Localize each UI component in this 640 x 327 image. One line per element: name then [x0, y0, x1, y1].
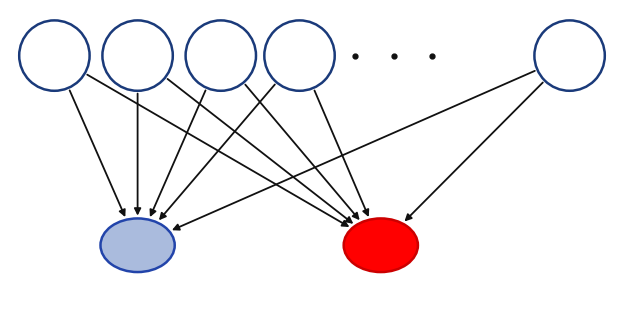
Ellipse shape — [19, 20, 90, 91]
Ellipse shape — [100, 218, 175, 272]
Ellipse shape — [186, 20, 256, 91]
Ellipse shape — [264, 20, 335, 91]
Ellipse shape — [534, 20, 605, 91]
Ellipse shape — [102, 20, 173, 91]
Ellipse shape — [344, 218, 418, 272]
